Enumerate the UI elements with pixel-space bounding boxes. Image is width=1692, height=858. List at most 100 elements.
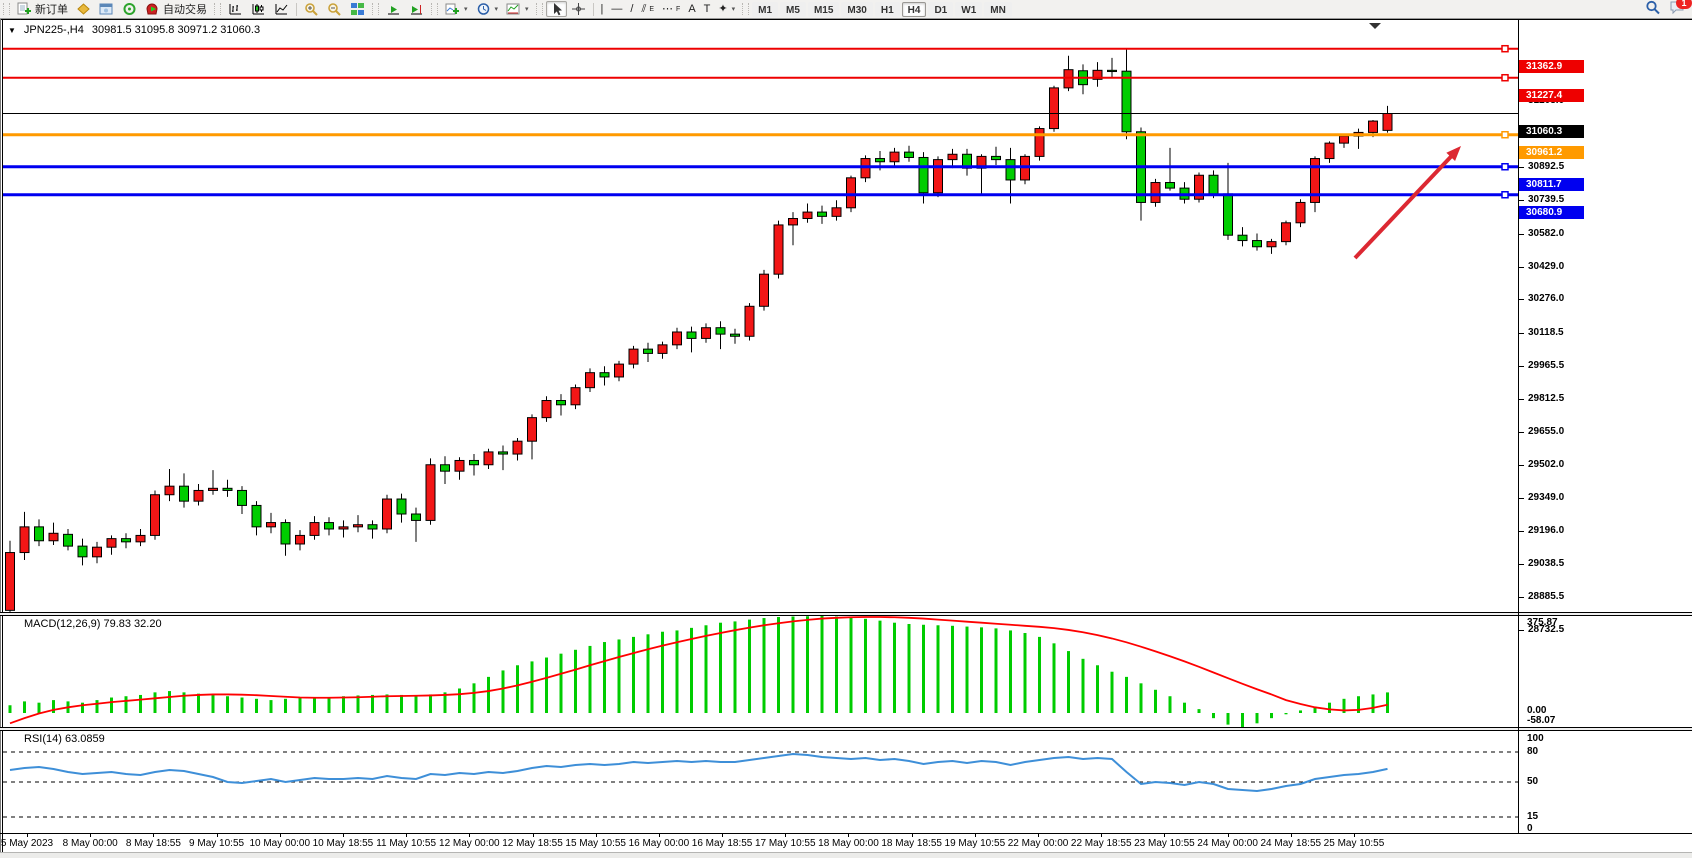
cursor-icon [550,2,563,16]
macd-panel[interactable] [3,616,1518,727]
macd-bar [327,697,331,713]
level-marker[interactable] [1501,162,1509,171]
toolbar-grip[interactable] [372,3,379,15]
vertical-line-tool[interactable]: | [597,1,608,17]
metaeditor-button[interactable] [72,1,95,17]
candle [1281,222,1291,243]
autotrading-button[interactable]: 自动交易 [141,1,211,17]
ohlc-readout: 30981.5 31095.8 30971.2 31060.3 [91,24,261,36]
crosshair-button[interactable] [567,1,590,17]
macd-bar [1284,713,1288,715]
one-click-trading-toggle[interactable]: ▼ [8,25,16,35]
zoom-out-button[interactable] [323,1,346,17]
candle [135,534,146,543]
macd-bar [472,683,476,713]
auto-scroll-button[interactable] [382,1,405,17]
periods-button[interactable]: ▾ [472,1,503,17]
tile-windows-button[interactable] [346,1,369,17]
bar-chart-button[interactable] [224,1,247,17]
rsi-panel[interactable] [3,731,1518,833]
horizontal-line-tool[interactable]: — [607,1,626,17]
panel-border [0,833,1692,834]
toolbar-grip[interactable] [214,3,221,15]
time-label: 18 May 18:55 [881,838,942,849]
templates-button[interactable]: ▾ [502,1,533,17]
level-marker[interactable] [1501,130,1509,139]
new-order-button[interactable]: 新订单 [13,1,72,17]
candle [628,348,639,365]
time-tick [469,833,471,837]
macd-bar [559,653,563,713]
main-price-chart[interactable] [3,20,1518,612]
macd-bar [240,697,244,713]
macd-signal-line [9,616,1388,725]
cursor-button[interactable] [545,1,567,17]
price-axis-border [1518,20,1519,833]
price-tick: 30739.5 [1519,194,1564,206]
equidistant-channel-tool[interactable]: ⫽ E [637,1,658,17]
price-tick: 29038.5 [1519,558,1564,570]
macd-bar [255,698,258,713]
timeframe-mn[interactable]: MN [984,1,1012,17]
zoom-in-button[interactable] [300,1,323,17]
macd-bar [980,627,983,713]
macd-bar [994,628,998,713]
time-tick [279,833,281,837]
timeframe-d1[interactable]: D1 [928,1,954,17]
candle [92,546,102,558]
candlestick-chart-button[interactable] [247,1,270,17]
panel-separator[interactable] [0,727,1692,731]
level-marker[interactable] [1501,44,1509,53]
timeframe-w1[interactable]: W1 [955,1,983,17]
candle [367,524,378,530]
text-tool[interactable]: A [684,1,699,17]
notifications-button[interactable]: 1 [1669,0,1692,18]
timeframe-m30[interactable]: M30 [841,1,873,17]
macd-bar [1139,683,1143,713]
candle [411,513,421,521]
timeframe-m15[interactable]: M15 [807,1,840,17]
macd-bar [37,702,41,713]
level-marker[interactable] [1501,191,1509,199]
search-icon[interactable] [1645,0,1661,18]
level-marker[interactable] [1501,73,1509,82]
toolbar-grip[interactable] [431,3,438,15]
timeframe-h1[interactable]: H1 [874,1,900,17]
candle [947,153,958,161]
annotation-arrow-head[interactable] [1446,146,1461,162]
chart-shift-marker[interactable] [1369,23,1381,29]
time-label: 10 May 00:00 [249,838,311,849]
indicators-button[interactable]: ▾ [441,1,472,17]
navigator-button[interactable] [118,1,141,17]
window-border [0,18,1692,20]
candle [788,218,798,226]
macd-bar [1255,713,1259,724]
bar-chart-icon [228,2,243,16]
toolbar-grip[interactable] [742,3,750,15]
arrows-tool[interactable]: ✦ ▾ [714,1,739,17]
time-label: 22 May 18:55 [1070,838,1132,849]
arrows-tool-icon: ✦ [718,3,728,15]
timeframe-m1[interactable]: M1 [752,1,779,17]
text-label-tool[interactable]: T [700,1,715,17]
metaeditor-icon [76,2,91,16]
candle [498,451,508,455]
chart-shift-button[interactable] [405,1,428,17]
candle [121,538,131,543]
candle [773,224,784,275]
line-chart-button[interactable] [270,1,293,17]
toolbar-grip[interactable] [535,3,543,15]
market-watch-button[interactable] [95,1,118,17]
annotation-arrow-line[interactable] [1353,153,1455,260]
macd-bar [168,691,171,713]
toolbar-grip[interactable] [3,3,10,15]
panel-separator[interactable] [0,612,1692,616]
price-tick: 29965.5 [1519,360,1564,372]
macd-bar [23,701,26,713]
macd-bar [806,616,809,713]
timeframe-m5[interactable]: M5 [780,1,806,17]
fibonacci-tool[interactable]: ⋯ F [658,1,684,17]
timeframe-h4[interactable]: H4 [901,1,927,17]
candle [512,440,523,455]
trendline-tool[interactable]: / [626,1,637,17]
